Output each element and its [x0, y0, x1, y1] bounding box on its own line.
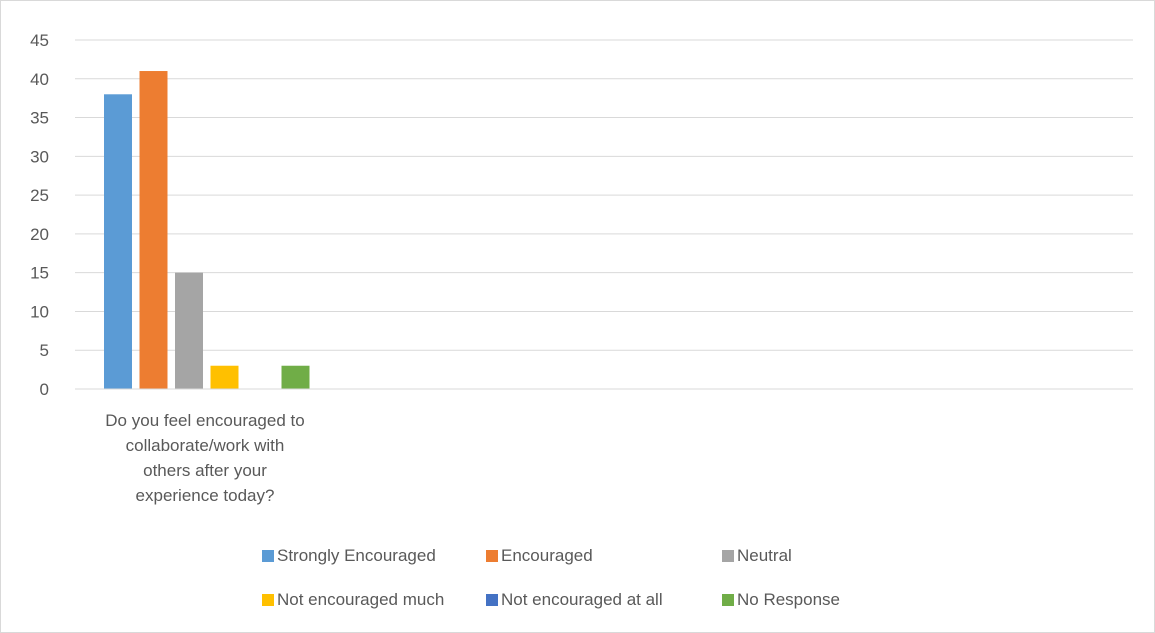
bar	[175, 272, 203, 389]
legend-swatch	[722, 550, 734, 562]
category-label-line: collaborate/work with	[126, 436, 285, 455]
y-tick-label: 25	[30, 186, 49, 205]
y-tick-label: 30	[30, 147, 49, 166]
category-label-line: Do you feel encouraged to	[105, 411, 304, 430]
legend-swatch	[262, 594, 274, 606]
legend-swatch	[722, 594, 734, 606]
legend-label: Neutral	[737, 546, 792, 565]
bar	[210, 365, 239, 389]
y-tick-label: 5	[40, 341, 49, 360]
category-label-line: others after your	[143, 461, 267, 480]
bars	[104, 71, 310, 390]
legend-swatch	[486, 550, 498, 562]
legend-label: Strongly Encouraged	[277, 546, 436, 565]
y-tick-label: 20	[30, 225, 49, 244]
y-tick-label: 45	[30, 31, 49, 50]
category-label-line: experience today?	[136, 486, 275, 505]
gridlines	[75, 39, 1133, 351]
y-axis-tick-labels: 0 5 10 15 20 25 30 35 40 45	[30, 31, 49, 399]
y-tick-label: 0	[40, 380, 49, 399]
y-tick-label: 15	[30, 264, 49, 283]
legend-label: No Response	[737, 590, 840, 609]
category-label: Do you feel encouraged to collaborate/wor…	[105, 411, 304, 505]
bar	[281, 365, 310, 389]
bar	[104, 94, 132, 390]
legend-swatch	[486, 594, 498, 606]
legend-label: Not encouraged at all	[501, 590, 663, 609]
legend: Strongly Encouraged Encouraged Neutral Not …	[262, 546, 840, 609]
y-tick-label: 40	[30, 70, 49, 89]
y-tick-label: 35	[30, 109, 49, 128]
bar	[139, 71, 168, 390]
y-tick-label: 10	[30, 302, 49, 321]
legend-label: Encouraged	[501, 546, 593, 565]
legend-swatch	[262, 550, 274, 562]
legend-label: Not encouraged much	[277, 590, 444, 609]
